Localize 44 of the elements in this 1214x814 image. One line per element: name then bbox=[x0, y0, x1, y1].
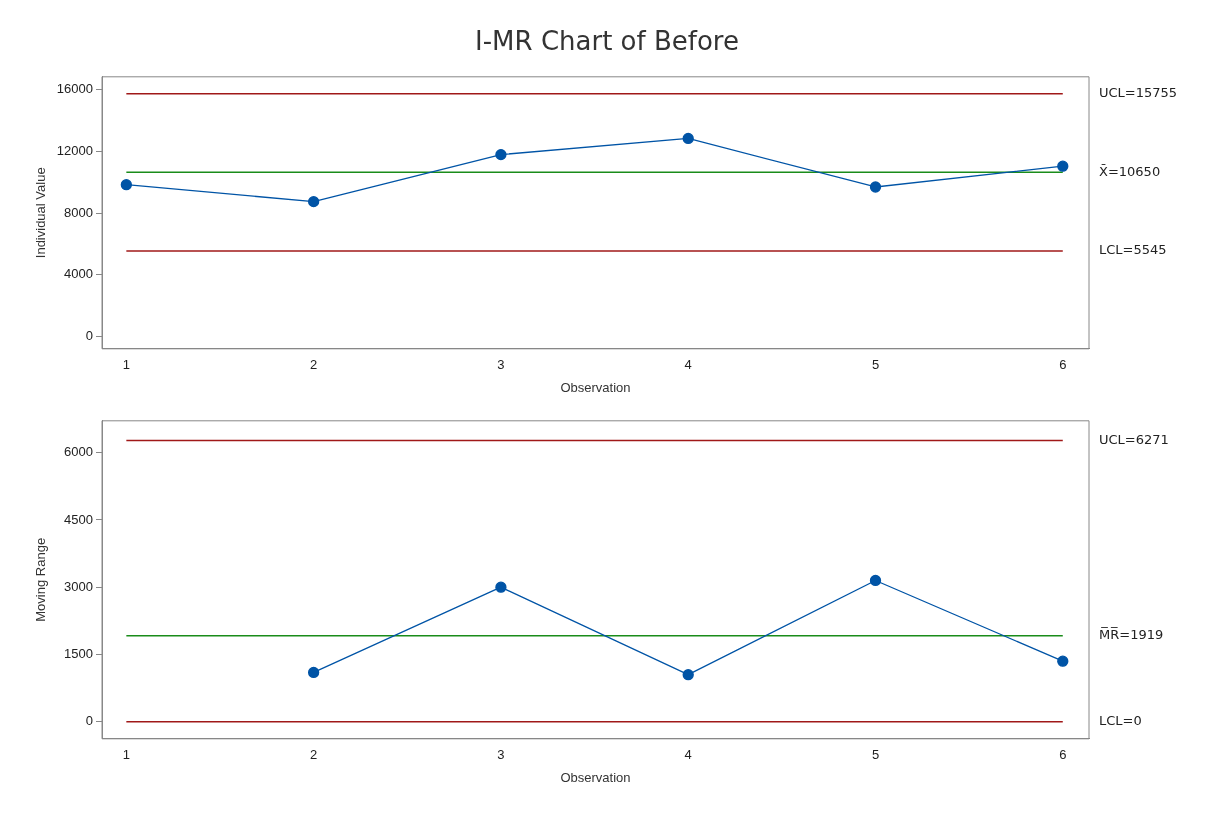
ref-line-label: LCL=5545 bbox=[1099, 242, 1167, 258]
y-axis-title: Individual Value bbox=[33, 167, 49, 259]
x-tick-label: 6 bbox=[1059, 357, 1067, 373]
point bbox=[307, 195, 320, 208]
x-tick-label: 2 bbox=[310, 747, 318, 763]
y-tick-label: 8000 bbox=[64, 204, 93, 220]
point bbox=[120, 179, 132, 191]
x-tick-label: 6 bbox=[1059, 747, 1067, 763]
y-tick-label: 6000 bbox=[64, 444, 93, 460]
x-tick-label: 2 bbox=[310, 357, 318, 373]
x-tick-label: 3 bbox=[497, 747, 505, 763]
ref-line-label: X̄=10650 bbox=[1099, 163, 1161, 179]
x-tick-label: 4 bbox=[684, 747, 692, 763]
point bbox=[307, 666, 320, 679]
y-tick-label: 3000 bbox=[64, 578, 93, 594]
x-tick-label: 5 bbox=[871, 357, 880, 373]
y-tick-label: 16000 bbox=[56, 81, 93, 97]
point bbox=[1057, 160, 1069, 172]
point bbox=[869, 181, 882, 193]
point bbox=[682, 669, 694, 681]
y-tick-label: 12000 bbox=[56, 143, 93, 159]
ref-line-label: UCL=15755 bbox=[1099, 85, 1178, 101]
x-tick-label: 1 bbox=[122, 747, 130, 763]
y-axis-title: Moving Range bbox=[33, 537, 49, 622]
x-axis-title: Observation bbox=[560, 379, 631, 395]
x-tick-label: 3 bbox=[497, 357, 505, 373]
point bbox=[495, 148, 507, 161]
x-tick-label: 5 bbox=[871, 747, 880, 763]
y-tick-label: 0 bbox=[85, 328, 93, 344]
x-tick-label: 1 bbox=[122, 357, 130, 373]
y-tick-label: 1500 bbox=[64, 646, 93, 662]
y-tick-label: 4000 bbox=[64, 266, 93, 282]
ref-line-label: M̅R̅=1919 bbox=[1099, 626, 1164, 643]
y-tick-label: 0 bbox=[85, 713, 93, 729]
ref-line-label: LCL=0 bbox=[1099, 713, 1142, 729]
point bbox=[1057, 655, 1069, 667]
y-tick-label: 4500 bbox=[64, 511, 93, 527]
point bbox=[869, 574, 882, 587]
point bbox=[682, 132, 694, 145]
point bbox=[495, 581, 507, 593]
ref-line-label: UCL=6271 bbox=[1099, 431, 1169, 447]
x-axis-title: Observation bbox=[560, 769, 631, 785]
x-tick-label: 4 bbox=[684, 357, 692, 373]
chart-title: I-MR Chart of Before bbox=[474, 25, 740, 58]
